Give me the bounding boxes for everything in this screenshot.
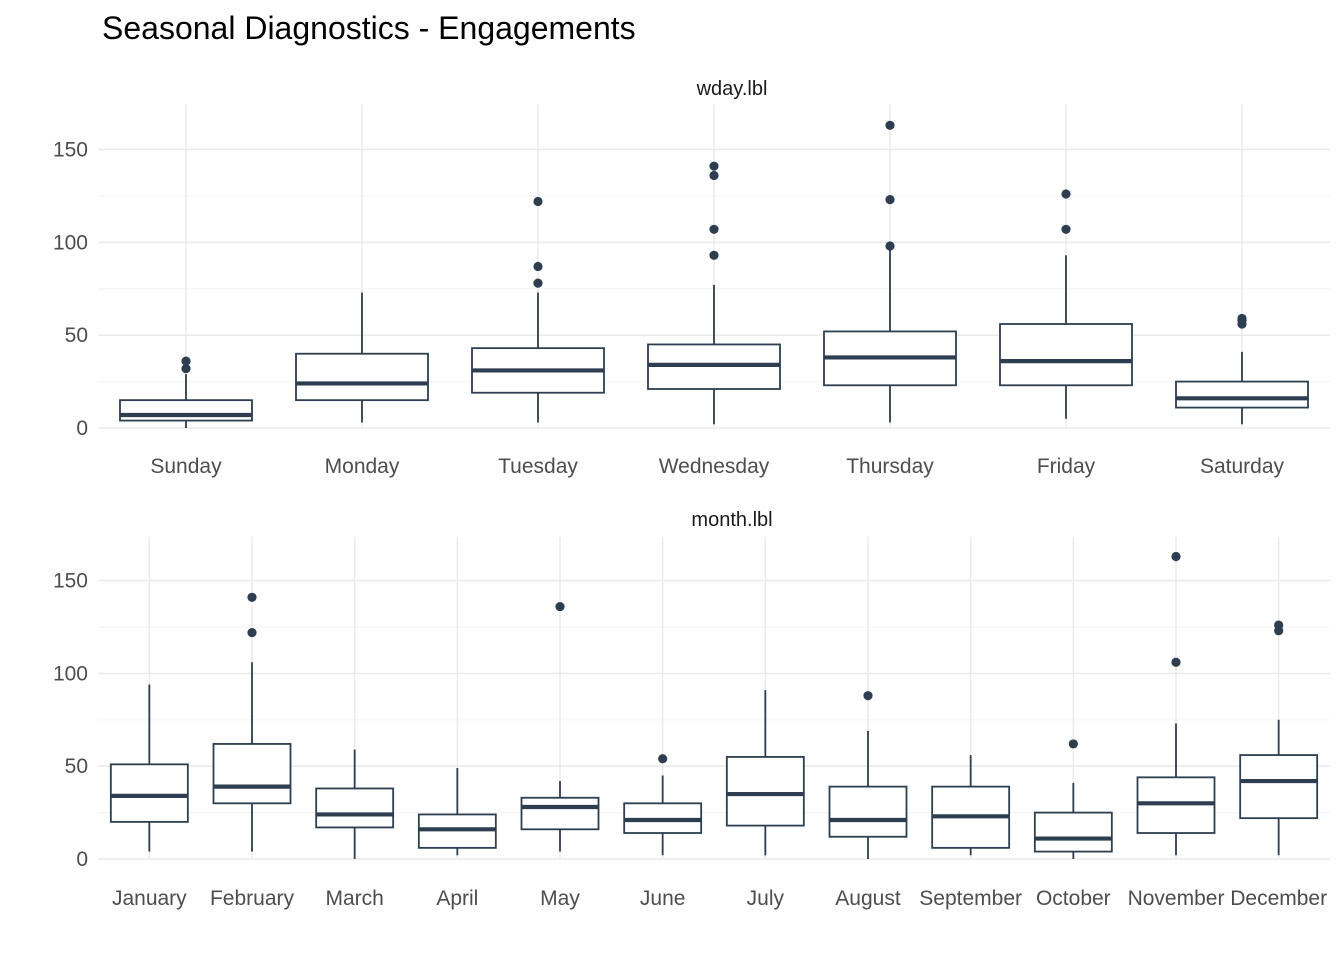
x-tick-label: July: [747, 887, 785, 910]
outlier-point: [1061, 224, 1071, 234]
box-october: [1033, 739, 1113, 859]
x-tick-label: May: [540, 887, 580, 910]
x-tick-label: Friday: [1037, 455, 1096, 478]
x-tick-label: Wednesday: [659, 455, 770, 478]
y-tick-label: 150: [53, 570, 88, 593]
outlier-point: [1061, 189, 1071, 199]
outlier-point: [1171, 657, 1181, 667]
x-tick-label: Tuesday: [498, 455, 578, 478]
outlier-point: [181, 356, 191, 366]
outlier-point: [533, 196, 543, 207]
outlier-point: [709, 161, 719, 171]
y-tick-label: 100: [53, 662, 88, 685]
box-september: [931, 755, 1011, 856]
panel-month-lbl: 0 50 100 150 month.lbl January February March Ap…: [53, 509, 1330, 910]
box-saturday: [1175, 313, 1309, 425]
chart-title: Seasonal Diagnostics - Engagements: [102, 10, 636, 46]
x-tick-label: April: [436, 887, 478, 910]
y-tick-label: 50: [65, 755, 88, 778]
outlier-point: [658, 754, 668, 764]
box-april: [417, 768, 497, 856]
outlier-point: [247, 627, 257, 638]
box-wednesday: [647, 161, 781, 425]
iqr-box: [119, 399, 253, 422]
outlier-point: [885, 120, 895, 130]
box-thursday: [823, 120, 957, 423]
y-tick-label: 100: [53, 231, 88, 254]
x-tick-label: October: [1036, 887, 1111, 910]
outlier-point: [863, 691, 873, 701]
x-tick-label: June: [640, 887, 686, 910]
x-tick-label: Saturday: [1200, 455, 1285, 478]
iqr-box: [295, 352, 429, 402]
panel-strip-label: month.lbl: [691, 509, 772, 531]
y-tick-label: 0: [76, 417, 88, 440]
outlier-point: [1237, 313, 1247, 324]
x-tick-label: August: [835, 887, 901, 910]
x-tick-label: March: [325, 887, 383, 910]
box-tuesday: [471, 196, 605, 423]
iqr-box: [315, 787, 395, 829]
iqr-box: [1175, 380, 1309, 409]
box-august: [828, 691, 908, 859]
iqr-box: [1033, 811, 1113, 853]
x-tick-label: December: [1230, 887, 1327, 910]
outlier-point: [1171, 551, 1181, 562]
box-december: [1239, 620, 1319, 856]
outlier-point: [533, 261, 543, 272]
outlier-point: [181, 363, 191, 374]
panel-strip-label: wday.lbl: [696, 78, 768, 100]
iqr-box: [109, 763, 189, 823]
outlier-point: [709, 224, 719, 234]
outlier-point: [709, 250, 719, 260]
outlier-point: [533, 278, 543, 288]
x-tick-label: November: [1128, 887, 1225, 910]
outlier-point: [885, 241, 895, 251]
box-friday: [999, 189, 1133, 419]
iqr-box: [999, 323, 1133, 387]
iqr-box: [212, 743, 292, 805]
x-tick-label: February: [210, 887, 295, 910]
box-november: [1136, 551, 1216, 856]
box-may: [520, 601, 600, 852]
outlier-point: [885, 194, 895, 205]
box-monday: [295, 292, 429, 423]
outlier-point: [247, 592, 257, 602]
box-march: [315, 749, 395, 859]
y-tick-label: 150: [53, 138, 88, 161]
box-june: [623, 754, 703, 856]
outlier-point: [709, 170, 719, 181]
panel-wday-lbl: 0 50 100 150 wday.lbl Sunday Monday Tuesday Wedn…: [53, 78, 1330, 478]
iqr-box: [828, 785, 908, 838]
x-tick-label: January: [112, 887, 187, 910]
box-february: [212, 592, 292, 852]
outlier-point: [1068, 739, 1078, 749]
iqr-box: [725, 756, 805, 827]
box-january: [109, 684, 189, 852]
box-sunday: [119, 356, 253, 428]
outlier-point: [555, 601, 565, 612]
x-tick-label: Thursday: [846, 455, 934, 478]
y-tick-label: 0: [76, 848, 88, 871]
y-tick-label: 50: [65, 324, 88, 347]
iqr-box: [1239, 754, 1319, 820]
x-tick-label: Sunday: [150, 455, 222, 478]
box-july: [725, 690, 805, 856]
x-tick-label: Monday: [325, 455, 400, 478]
outlier-point: [1274, 620, 1284, 630]
iqr-box: [520, 796, 600, 831]
x-tick-label: September: [919, 887, 1022, 910]
